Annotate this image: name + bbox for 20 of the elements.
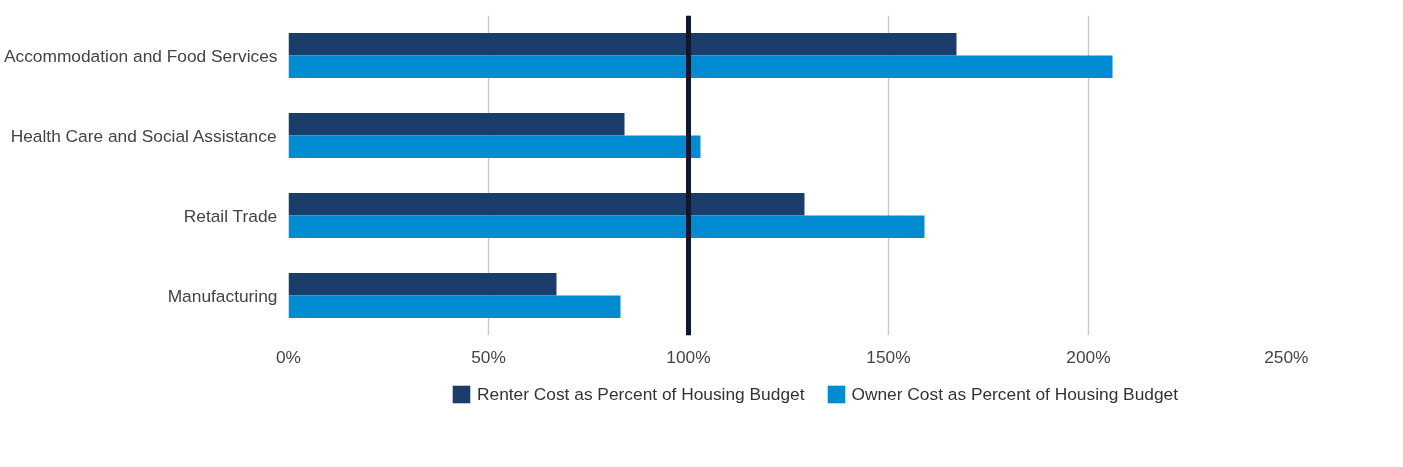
x-tick-label: 200% [1066, 346, 1111, 367]
x-tick-label: 250% [1264, 346, 1309, 367]
bar [288, 273, 557, 296]
y-tick-label: Accommodation and Food Services [3, 45, 278, 66]
legend-label: Owner Cost as Percent of Housing Budget [851, 383, 1179, 405]
bar [288, 295, 621, 318]
x-tick-label: 150% [866, 346, 911, 367]
legend-label: Renter Cost as Percent of Housing Budget [476, 383, 805, 405]
bar [288, 135, 701, 158]
bar [288, 33, 957, 56]
bar [288, 113, 625, 136]
y-tick-label: Health Care and Social Assistance [10, 125, 277, 146]
bar [288, 193, 805, 216]
x-tick-label: 50% [471, 346, 506, 367]
x-tick-label: 100% [666, 346, 711, 367]
bar [288, 55, 1113, 78]
y-tick-label: Retail Trade [183, 205, 278, 226]
bar [288, 215, 925, 238]
y-tick-label: Manufacturing [167, 285, 278, 306]
x-tick-label: 0% [275, 346, 302, 367]
